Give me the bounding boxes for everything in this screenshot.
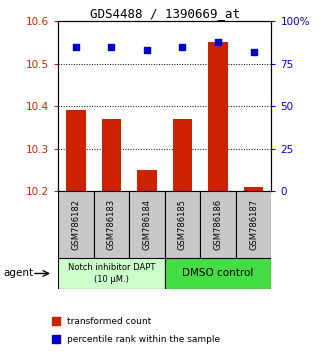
Point bbox=[53, 336, 59, 342]
Text: GSM786183: GSM786183 bbox=[107, 199, 116, 250]
Text: GSM786187: GSM786187 bbox=[249, 199, 258, 250]
Bar bbox=[137, 170, 157, 191]
Title: GDS4488 / 1390669_at: GDS4488 / 1390669_at bbox=[90, 7, 240, 20]
Text: GSM786184: GSM786184 bbox=[142, 199, 151, 250]
Text: agent: agent bbox=[3, 268, 33, 279]
Bar bbox=[66, 110, 85, 191]
Text: Notch inhibitor DAPT
(10 μM.): Notch inhibitor DAPT (10 μM.) bbox=[68, 263, 155, 284]
Bar bbox=[129, 191, 165, 258]
Text: GSM786182: GSM786182 bbox=[71, 199, 80, 250]
Bar bbox=[102, 119, 121, 191]
Text: percentile rank within the sample: percentile rank within the sample bbox=[67, 335, 220, 344]
Point bbox=[73, 44, 78, 50]
Bar bbox=[236, 191, 271, 258]
Bar bbox=[244, 187, 263, 191]
Bar bbox=[200, 191, 236, 258]
Text: GSM786186: GSM786186 bbox=[213, 199, 222, 250]
Point bbox=[144, 47, 150, 53]
Bar bbox=[165, 258, 271, 289]
Bar bbox=[165, 191, 200, 258]
Bar bbox=[93, 191, 129, 258]
Bar bbox=[208, 42, 228, 191]
Bar bbox=[58, 191, 93, 258]
Point bbox=[215, 39, 221, 45]
Text: DMSO control: DMSO control bbox=[182, 268, 254, 279]
Point bbox=[180, 44, 185, 50]
Bar bbox=[58, 258, 165, 289]
Point bbox=[251, 49, 256, 55]
Text: GSM786185: GSM786185 bbox=[178, 199, 187, 250]
Point bbox=[53, 319, 59, 324]
Point bbox=[109, 44, 114, 50]
Text: transformed count: transformed count bbox=[67, 317, 151, 326]
Bar bbox=[173, 119, 192, 191]
